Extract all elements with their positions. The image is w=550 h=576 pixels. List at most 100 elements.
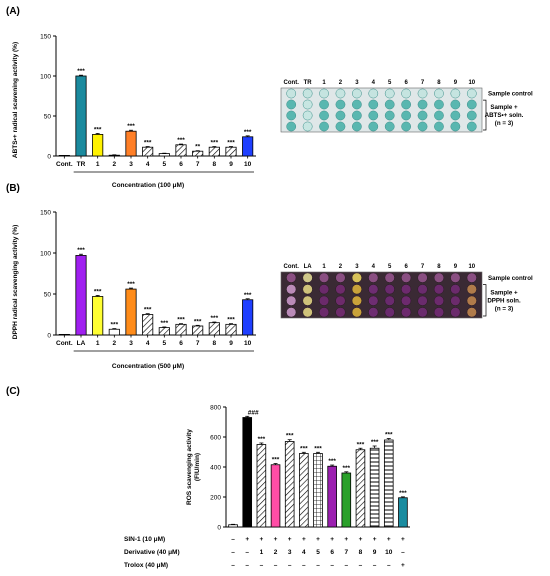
- plate-well: [417, 88, 428, 99]
- category-label: 2: [113, 340, 117, 347]
- category-label: 4: [146, 340, 150, 347]
- plate-well: [417, 307, 428, 318]
- y-tick-label: 800: [210, 404, 221, 411]
- plate-well: [286, 307, 297, 318]
- plate-well: [351, 307, 362, 318]
- plate-well: [368, 307, 379, 318]
- plate-well: [417, 99, 428, 110]
- plate-well: [434, 110, 444, 121]
- table-cell: –: [231, 562, 235, 569]
- category-label: 9: [229, 161, 233, 168]
- significance-label: ***: [343, 465, 351, 472]
- significance-label: ***: [272, 457, 280, 464]
- category-label: 5: [163, 340, 167, 347]
- significance-label: ***: [371, 439, 379, 446]
- plate-column-label: 5: [388, 80, 392, 86]
- table-cell: –: [330, 562, 334, 569]
- plate-well: [352, 121, 362, 132]
- plate-well: [466, 307, 477, 318]
- significance-label: ***: [385, 432, 393, 439]
- plate-column-label: 9: [454, 80, 458, 86]
- plate-well: [368, 272, 379, 283]
- plate-well: [450, 272, 461, 283]
- panel-c-label: (C): [6, 386, 20, 397]
- plate-well: [286, 99, 297, 110]
- table-cell: 3: [288, 549, 292, 556]
- plate-sample-control-label: Sample control: [488, 91, 533, 98]
- panel-b-ylabel: DPPH radical scavenging activity (%): [12, 225, 19, 340]
- plate-well: [434, 88, 444, 99]
- plate-well: [401, 110, 411, 121]
- bar: [142, 314, 154, 336]
- plate-well: [466, 284, 477, 295]
- plate-column-label: 4: [372, 264, 376, 270]
- table-cell: 5: [316, 549, 320, 556]
- bar: [341, 472, 352, 528]
- plate-well: [286, 295, 297, 306]
- plate-well: [401, 284, 412, 295]
- y-tick-label: 0: [47, 332, 51, 339]
- plate-well: [466, 99, 477, 110]
- plate-photo: [280, 87, 483, 133]
- y-tick-label: 100: [40, 73, 51, 80]
- y-tick-label: 600: [210, 434, 221, 441]
- bar: [58, 154, 70, 157]
- plate-well: [335, 307, 346, 318]
- table-cell: –: [245, 549, 249, 556]
- plate-well: [450, 121, 461, 132]
- significance-label: ***: [227, 140, 235, 147]
- panel-a-chart: 0 50 100 150 Cont. *** TR *** 1 2 *** 3 *** 4 5 *** 6 ** 7…: [40, 33, 256, 173]
- table-cell: –: [344, 562, 348, 569]
- plate-well: [401, 295, 412, 306]
- table-cell: –: [316, 562, 320, 569]
- plate-column-label: 1: [322, 264, 326, 270]
- plate-well: [401, 121, 411, 132]
- plate-well: [286, 272, 297, 283]
- plate-well: [433, 284, 445, 295]
- plate-well: [384, 284, 395, 295]
- plate-well: [466, 272, 477, 283]
- bar: [192, 150, 204, 157]
- plate-well: [384, 295, 395, 306]
- plate-well: [384, 272, 395, 283]
- significance-label: ***: [314, 445, 322, 452]
- table-cell: +: [330, 536, 334, 543]
- plate-well: [318, 284, 330, 295]
- plate-well: [302, 307, 313, 318]
- plate-well: [450, 284, 461, 295]
- plate-well: [368, 88, 379, 99]
- plate-column-label: 1: [322, 80, 326, 86]
- significance-label: ***: [399, 490, 407, 497]
- significance-label: ***: [94, 126, 102, 133]
- plate-column-label: 7: [421, 264, 425, 270]
- bar: [327, 465, 337, 528]
- plate-well: [401, 88, 411, 99]
- plate-well: [433, 295, 445, 306]
- table-cell: 2: [274, 549, 278, 556]
- plate-solution-label: ABTS•+ soln.: [485, 112, 524, 119]
- table-cell: +: [259, 536, 263, 543]
- panel-c: (C) ROS scavenging activity (FlU/min) 0 2…: [6, 386, 410, 569]
- panel-c-table: SIN-1 (10 μM) – + + + + + + + + + + + + Derivative (40…: [124, 536, 405, 569]
- plate-bracket: [483, 284, 487, 317]
- significance-label: ***: [177, 137, 185, 144]
- bar: [225, 323, 237, 336]
- bar: [175, 323, 187, 336]
- plate-column-label: 8: [437, 80, 441, 86]
- plate-well: [319, 88, 329, 99]
- table-cell: 9: [373, 549, 377, 556]
- significance-label: ***: [77, 247, 85, 254]
- panel-a: (A) ABTS•+ radical scavening activity (%…: [6, 6, 533, 189]
- plate-well: [351, 284, 362, 295]
- bar: [355, 449, 366, 528]
- y-tick-label: 50: [44, 113, 52, 120]
- plate-well: [401, 272, 412, 283]
- bar: [208, 146, 220, 157]
- plate-well: [335, 110, 346, 121]
- table-cell: +: [401, 536, 405, 543]
- plate-column-label: 2: [339, 80, 343, 86]
- category-label: 2: [113, 161, 117, 168]
- bar: [175, 144, 187, 157]
- bar: [383, 439, 394, 528]
- plate-well: [368, 284, 379, 295]
